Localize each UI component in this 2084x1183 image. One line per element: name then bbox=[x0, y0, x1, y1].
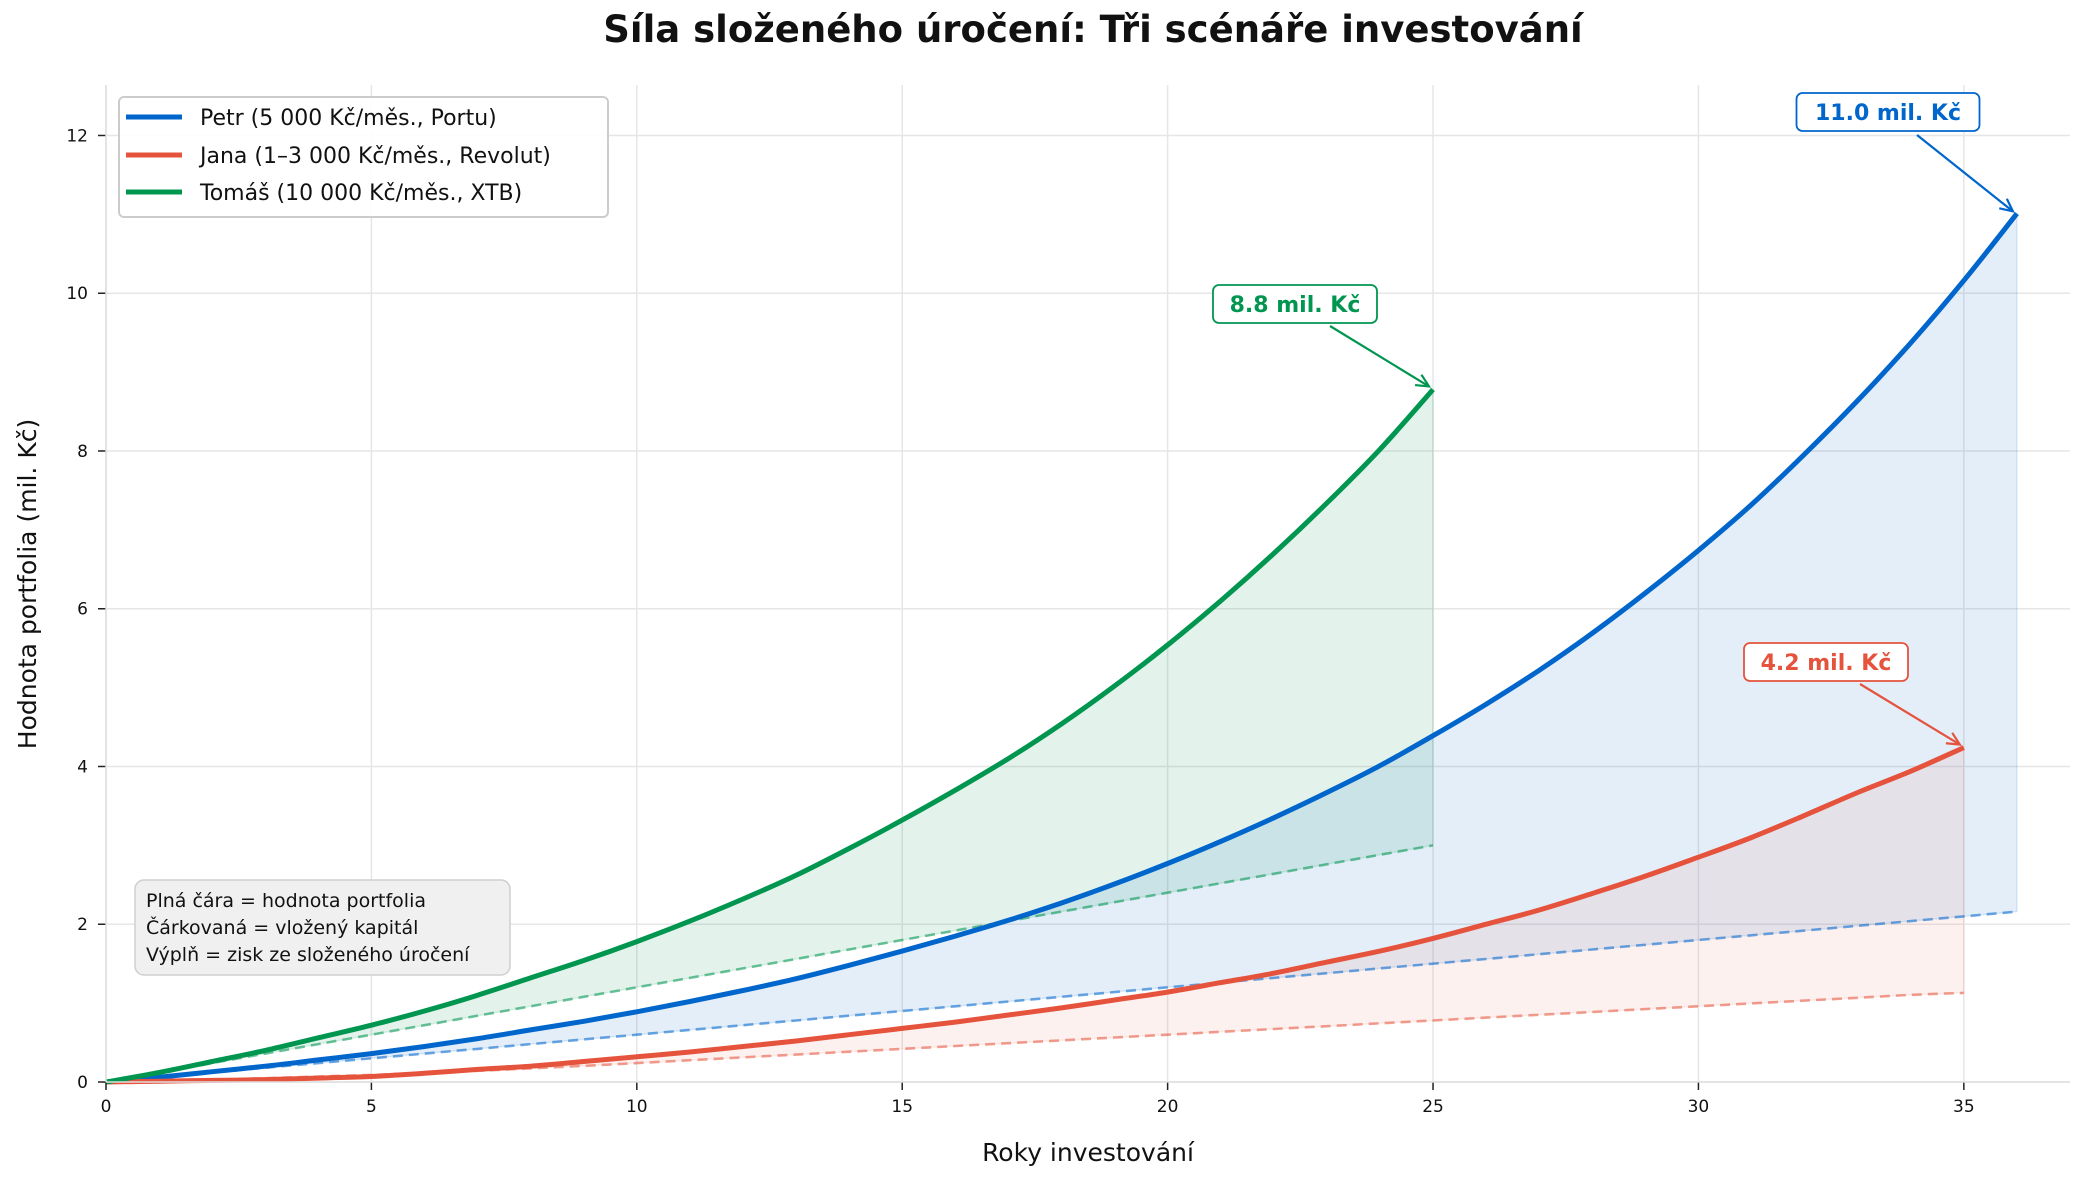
annotation-tomas: 8.8 mil. Kč bbox=[1212, 284, 1432, 388]
axes: 0 5 10 15 20 25 30 35 0 2 4 6 8 10 12 bbox=[66, 85, 2070, 1117]
x-tick-label: 0 bbox=[101, 1097, 112, 1117]
portfolio-line-jana bbox=[105, 745, 1965, 1085]
annotation-label: 11.0 mil. Kč bbox=[1815, 101, 1961, 126]
invested-lines bbox=[105, 844, 2018, 1084]
y-tick-label: 12 bbox=[66, 126, 88, 146]
x-tick-label: 5 bbox=[366, 1097, 377, 1117]
legend-label-petr: Petr (5 000 Kč/měs., Portu) bbox=[200, 106, 497, 131]
arrow-icon bbox=[1414, 374, 1432, 388]
x-axis-label: Roky investování bbox=[982, 1138, 1195, 1167]
annotations: 11.0 mil. Kč 8.8 mil. Kč 4.2 mil. Kč bbox=[1212, 92, 2015, 746]
x-tick-label: 25 bbox=[1422, 1097, 1444, 1117]
invested-line-tomas bbox=[105, 844, 1434, 1084]
y-axis-label: Hodnota portfolia (mil. Kč) bbox=[13, 419, 42, 749]
annotation-jana: 4.2 mil. Kč bbox=[1743, 642, 1963, 746]
arrow-icon bbox=[1945, 732, 1963, 746]
portfolio-line-tomas bbox=[105, 387, 1435, 1085]
annotation-label: 8.8 mil. Kč bbox=[1230, 293, 1361, 318]
annotation-petr: 11.0 mil. Kč bbox=[1795, 92, 2015, 213]
note-line-2: Čárkovaná = vložený kapitál bbox=[146, 915, 418, 939]
y-tick-label: 8 bbox=[77, 442, 88, 462]
x-tick-label: 20 bbox=[1157, 1097, 1179, 1117]
x-tick-label: 30 bbox=[1688, 1097, 1710, 1117]
x-tick-label: 15 bbox=[891, 1097, 913, 1117]
y-tick-label: 0 bbox=[77, 1073, 88, 1093]
chart-title: Síla složeného úročení: Tři scénáře inve… bbox=[603, 8, 1585, 51]
annotation-label: 4.2 mil. Kč bbox=[1761, 651, 1892, 676]
x-tick-label: 35 bbox=[1953, 1097, 1975, 1117]
y-tick-label: 6 bbox=[77, 600, 88, 620]
portfolio-lines bbox=[105, 212, 2019, 1085]
legend-label-jana: Jana (1–3 000 Kč/měs., Revolut) bbox=[198, 144, 551, 169]
legend: Petr (5 000 Kč/měs., Portu) Jana (1–3 00… bbox=[118, 96, 609, 218]
grid bbox=[105, 85, 2070, 1083]
y-tick-label: 4 bbox=[77, 757, 88, 777]
portfolio-line-petr bbox=[105, 212, 2019, 1085]
x-tick-label: 10 bbox=[626, 1097, 648, 1117]
arrow-icon bbox=[1999, 198, 2015, 213]
y-tick-label: 10 bbox=[66, 284, 88, 304]
note-line-1: Plná čára = hodnota portfolia bbox=[146, 890, 426, 912]
note-line-3: Výplň = zisk ze složeného úročení bbox=[146, 944, 470, 966]
note-box: Plná čára = hodnota portfolia Čárkovaná … bbox=[134, 879, 511, 976]
y-tick-label: 2 bbox=[77, 915, 88, 935]
invested-line-jana bbox=[105, 991, 1964, 1084]
legend-label-tomas: Tomáš (10 000 Kč/měs., XTB) bbox=[199, 181, 522, 206]
